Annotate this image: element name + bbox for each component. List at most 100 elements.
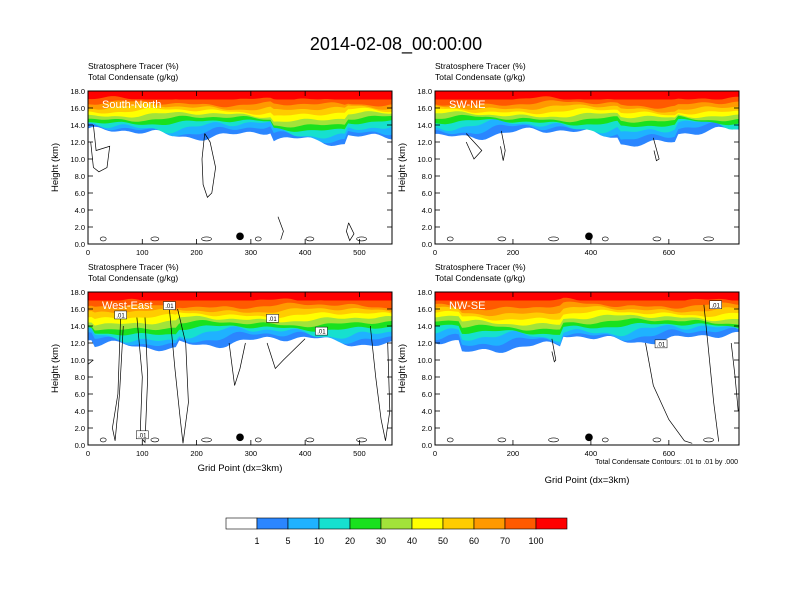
plot-frame [87, 291, 393, 446]
condensate-contour [266, 338, 306, 370]
y-tick-label: 12.0 [417, 138, 432, 147]
panel-subtitle: Total Condensate (g/kg) [88, 72, 178, 82]
y-tick-label: 14.0 [70, 322, 85, 331]
x-tick-label: 100 [136, 248, 149, 257]
panel-west-east: Stratosphere Tracer (%)Total Condensate … [50, 262, 393, 474]
colorbar-swatch [380, 517, 413, 530]
y-tick-label: 0.0 [422, 441, 432, 450]
plot-area: .01 .01 .01 .01 .01 [88, 292, 392, 445]
x-tick-label: 500 [353, 449, 366, 458]
panel-subtitle: Stratosphere Tracer (%) [435, 262, 526, 272]
figure-title: 2014-02-08_00:00:00 [310, 34, 482, 55]
contour-label-box [114, 310, 127, 320]
condensate-contour [551, 338, 557, 363]
colorbar-swatch [535, 517, 568, 530]
y-tick-label: 16.0 [70, 104, 85, 113]
colorbar-swatch [225, 517, 258, 530]
condensate-contour [703, 304, 720, 442]
condensate-contour [150, 437, 160, 443]
colorbar-swatch [473, 517, 506, 530]
panel-subtitle: Stratosphere Tracer (%) [88, 61, 179, 71]
panel-label: South-North [102, 99, 161, 111]
condensate-contour [305, 236, 315, 242]
colorbar-label: 100 [528, 536, 543, 546]
condensate-contour [150, 236, 160, 242]
y-tick-label: 6.0 [75, 390, 85, 399]
colorbar-swatch [349, 517, 382, 530]
y-tick-label: 6.0 [422, 189, 432, 198]
y-tick-label: 18.0 [70, 87, 85, 96]
condensate-contour [228, 342, 246, 386]
condensate-contour [277, 216, 284, 240]
contour-label: .01 [138, 433, 147, 439]
x-tick-label: 300 [245, 248, 258, 257]
location-marker [585, 433, 593, 442]
colorbar-swatch [287, 517, 320, 530]
condensate-contour [652, 437, 662, 443]
y-tick-label: 16.0 [417, 305, 432, 314]
y-tick-label: 10.0 [70, 356, 85, 365]
y-tick-label: 8.0 [75, 172, 85, 181]
contour-label-box [654, 339, 668, 349]
x-tick-label: 400 [585, 248, 598, 257]
y-tick-label: 0.0 [75, 240, 85, 249]
x-tick-label: 200 [190, 449, 203, 458]
x-tick-label: 200 [507, 449, 520, 458]
y-tick-label: 6.0 [422, 390, 432, 399]
colorbar-swatch [411, 517, 444, 530]
contour-label: .01 [116, 313, 125, 319]
y-tick-label: 4.0 [422, 407, 432, 416]
panel-subtitle: Total Condensate (g/kg) [435, 72, 525, 82]
tracer-band-100 [88, 91, 392, 100]
condensate-contour [356, 437, 367, 443]
x-tick-label: 600 [663, 449, 676, 458]
condensate-contour [90, 124, 111, 173]
y-axis-label: Height (km) [397, 344, 408, 393]
condensate-contour [652, 236, 662, 242]
colorbar: 1 5 10 20 30 40 50 60 70 100 [225, 517, 568, 546]
panel-label: NW-SE [449, 300, 485, 312]
plot-area: .01 .01 [435, 292, 739, 445]
condensate-contour [645, 342, 693, 444]
plot-area [88, 91, 392, 244]
plot-frame [87, 90, 393, 245]
condensate-contour [497, 236, 507, 242]
panel-subtitle: Total Condensate (g/kg) [88, 273, 178, 283]
y-axis-label: Height (km) [397, 143, 408, 192]
y-tick-label: 4.0 [422, 206, 432, 215]
y-tick-label: 12.0 [70, 339, 85, 348]
panel-subtitle: Stratosphere Tracer (%) [88, 262, 179, 272]
condensate-contour [201, 133, 216, 198]
panels: Stratosphere Tracer (%)Total Condensate … [50, 61, 740, 486]
x-tick-label: 400 [585, 449, 598, 458]
y-tick-label: 4.0 [75, 407, 85, 416]
panel-nw-se: Stratosphere Tracer (%)Total Condensate … [397, 262, 740, 486]
condensate-contour [201, 437, 212, 443]
condensate-contour [601, 437, 609, 443]
x-tick-label: 500 [353, 248, 366, 257]
y-tick-label: 2.0 [75, 424, 85, 433]
contour-label: .01 [657, 342, 666, 348]
y-tick-label: 0.0 [422, 240, 432, 249]
colorbar-label: 30 [376, 536, 386, 546]
x-tick-label: 100 [136, 449, 149, 458]
contour-label: .01 [711, 303, 720, 309]
condensate-contour [703, 236, 714, 242]
y-tick-label: 12.0 [70, 138, 85, 147]
colorbar-swatch [504, 517, 537, 530]
y-tick-label: 12.0 [417, 339, 432, 348]
x-tick-label: 0 [433, 449, 437, 458]
panel-sw-ne: Stratosphere Tracer (%)Total Condensate … [397, 61, 740, 257]
colorbar-label: 50 [438, 536, 448, 546]
colorbar-label: 5 [285, 536, 290, 546]
y-tick-label: 18.0 [417, 288, 432, 297]
condensate-contour [652, 137, 660, 162]
y-tick-label: 14.0 [417, 322, 432, 331]
contour-label-box [315, 326, 328, 336]
x-axis-label: Grid Point (dx=3km) [545, 475, 630, 486]
y-axis-label: Height (km) [50, 143, 61, 192]
contour-label: .01 [165, 304, 174, 310]
x-tick-label: 400 [299, 449, 312, 458]
colorbar-label: 10 [314, 536, 324, 546]
colorbar-swatch [318, 517, 351, 530]
